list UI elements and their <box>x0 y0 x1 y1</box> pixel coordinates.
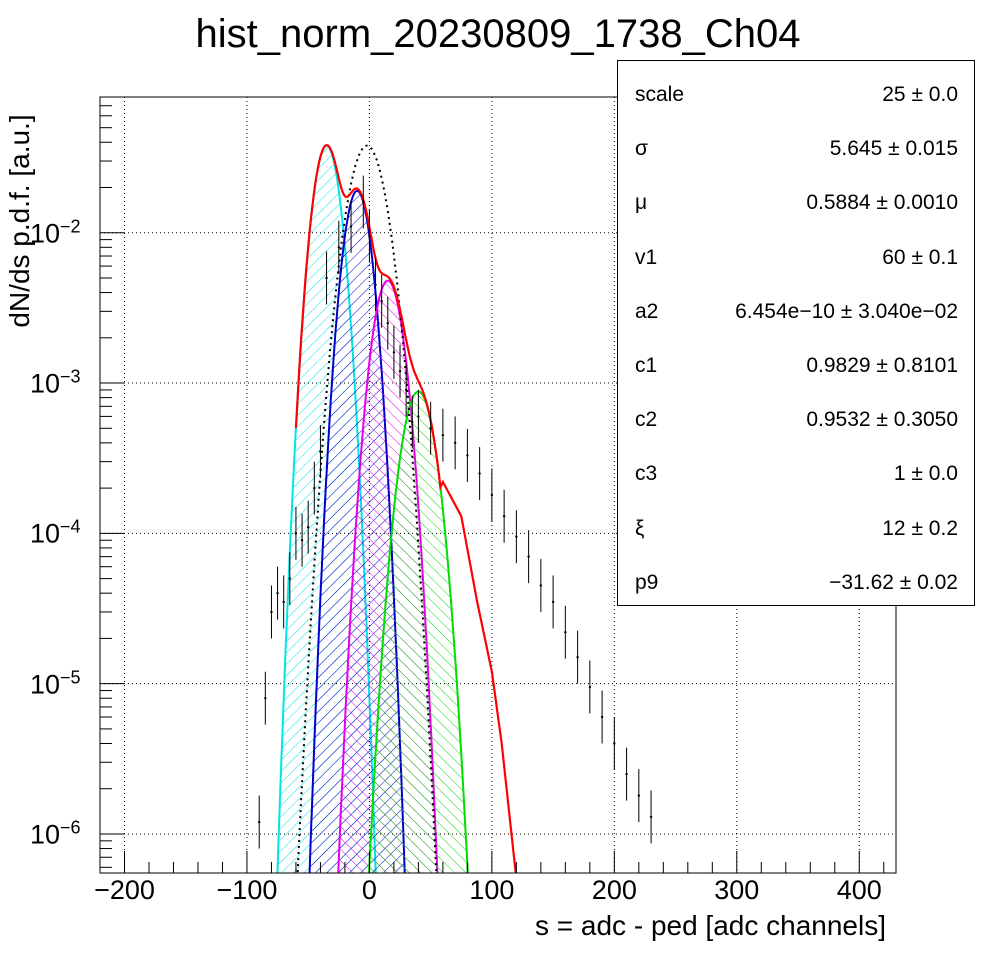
stats-row: scale 25 ± 0.0 <box>618 75 974 115</box>
x-tick-label: 100 <box>469 875 515 905</box>
data-point <box>313 486 316 490</box>
data-point <box>466 454 469 457</box>
data-point <box>374 283 377 287</box>
data-point <box>306 525 310 529</box>
y-tick-label: 10−3 <box>30 366 81 399</box>
x-tick-label: 400 <box>836 875 882 905</box>
data-point <box>515 535 518 538</box>
stats-row: μ 0.5884 ± 0.0010 <box>618 183 974 223</box>
data-point <box>362 200 365 204</box>
data-point <box>276 591 279 595</box>
data-point <box>490 493 494 497</box>
data-point <box>258 820 261 824</box>
y-tick-label: 10−6 <box>30 817 81 850</box>
stats-row: c1 0.9829 ± 0.8101 <box>618 346 974 386</box>
stats-param-name: σ <box>635 137 648 161</box>
data-point <box>349 225 353 228</box>
stats-row: c3 1 ± 0.0 <box>618 454 974 494</box>
data-point <box>386 322 389 325</box>
stats-param-value: −31.62 ± 0.02 <box>829 570 958 594</box>
stats-row: a2 6.454e−10 ± 3.040e−02 <box>618 292 974 332</box>
stats-param-name: μ <box>635 191 648 215</box>
data-point <box>392 351 396 354</box>
data-point <box>453 441 457 445</box>
data-point <box>625 772 628 776</box>
stats-row: v1 60 ± 0.1 <box>618 238 974 278</box>
data-point <box>588 685 592 689</box>
stats-row: c2 0.9532 ± 0.3050 <box>618 400 974 440</box>
data-point <box>551 600 555 604</box>
data-point <box>649 815 653 819</box>
data-point <box>478 472 481 475</box>
data-point <box>539 584 543 587</box>
stats-row: ξ 12 ± 0.2 <box>618 509 974 549</box>
data-point <box>600 715 604 719</box>
stats-param-value: 12 ± 0.2 <box>882 516 958 540</box>
stats-param-value: 5.645 ± 0.015 <box>829 137 958 161</box>
y-tick-label: 10−5 <box>30 667 81 700</box>
stats-param-value: 0.5884 ± 0.0010 <box>806 191 958 215</box>
data-point <box>337 246 340 249</box>
stats-param-name: c3 <box>635 462 658 486</box>
stats-param-name: c1 <box>635 354 658 377</box>
y-tick-label: 10−2 <box>30 216 81 249</box>
data-point <box>613 742 616 745</box>
data-point <box>576 655 579 659</box>
data-point <box>429 427 432 430</box>
x-tick-label: 200 <box>591 875 637 905</box>
data-point <box>527 555 530 558</box>
data-point <box>637 794 641 797</box>
component-fill <box>354 391 483 873</box>
stats-param-value: 60 ± 0.1 <box>882 245 958 269</box>
total-fit-curve <box>294 144 517 873</box>
x-tick-label: 300 <box>714 875 760 905</box>
stats-param-name: scale <box>635 83 685 106</box>
x-tick-label: −200 <box>94 875 155 905</box>
x-tick-label: −100 <box>216 875 278 905</box>
stats-param-value: 0.9532 ± 0.3050 <box>806 408 958 432</box>
chart-title: hist_norm_20230809_1738_Ch04 <box>195 12 801 56</box>
x-tick-label: 0 <box>361 875 377 905</box>
data-point <box>300 539 304 542</box>
fit-stats-box: scale 25 ± 0.0 σ 5.645 ± 0.015 μ 0.5884 ± 0.0… <box>617 60 975 606</box>
stats-param-name: ξ <box>635 516 645 540</box>
data-point <box>398 369 402 373</box>
data-point <box>441 433 445 437</box>
data-point <box>368 234 371 238</box>
total-dotted-curve <box>296 144 438 873</box>
data-point <box>404 388 408 392</box>
stats-param-value: 1 ± 0.0 <box>893 462 958 486</box>
stats-param-name: v1 <box>635 245 658 269</box>
stats-param-value: 0.9829 ± 0.8101 <box>806 354 958 377</box>
stats-param-value: 6.454e−10 ± 3.040e−02 <box>735 299 958 323</box>
x-axis-label: s = adc - ped [adc channels] <box>535 910 886 941</box>
data-point <box>264 697 267 700</box>
data-point <box>411 420 414 424</box>
data-point <box>270 610 273 614</box>
data-point <box>564 630 567 634</box>
stats-row: p9 −31.62 ± 0.02 <box>618 563 974 603</box>
stats-param-value: 25 ± 0.0 <box>882 83 958 106</box>
data-point <box>294 532 298 535</box>
data-point <box>380 300 383 303</box>
stats-param-name: a2 <box>635 299 659 323</box>
stats-param-name: c2 <box>635 408 658 432</box>
data-point <box>288 577 292 580</box>
data-point <box>417 415 420 418</box>
data-point <box>282 600 285 604</box>
stats-param-name: p9 <box>635 570 659 594</box>
data-point <box>325 276 328 280</box>
y-tick-label: 10−4 <box>30 516 81 549</box>
data-point <box>502 515 506 518</box>
y-axis-label: dN/ds p.d.f. [a.u.] <box>4 114 35 328</box>
data-point <box>319 450 322 453</box>
stats-row: σ 5.645 ± 0.015 <box>618 129 974 169</box>
